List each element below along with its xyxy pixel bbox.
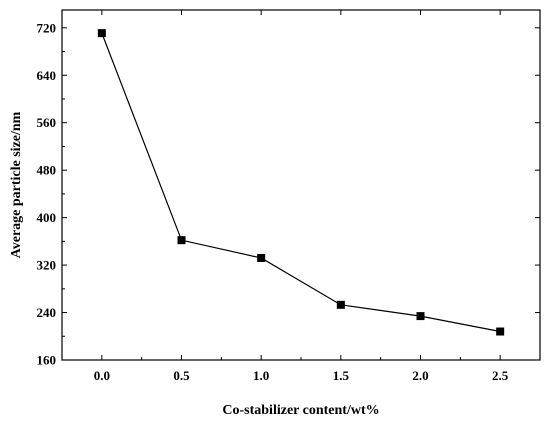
y-axis-title: Average particle size/nm [9,111,24,258]
x-tick-label: 1.5 [333,368,350,383]
data-point [336,300,345,309]
y-tick-label: 240 [37,305,57,320]
y-tick-label: 320 [37,258,57,273]
x-tick-label: 2.5 [492,368,509,383]
x-tick-label: 1.0 [253,368,269,383]
y-tick-label: 480 [37,163,57,178]
data-point [257,253,266,262]
x-tick-label: 0.0 [94,368,110,383]
y-tick-label: 400 [37,210,57,225]
series-line [101,32,501,333]
series-markers [97,29,505,336]
y-tick-label: 160 [37,353,57,368]
data-point [496,327,505,336]
y-axis-ticks: 160 240 320 400 480 560 640 720 [37,20,540,368]
x-tick-label: 0.5 [173,368,190,383]
data-point [416,312,425,321]
y-tick-label: 560 [37,115,57,130]
x-tick-label: 2.0 [412,368,428,383]
y-tick-label: 640 [37,68,57,83]
data-point [97,29,106,38]
data-point [177,236,186,245]
y-tick-label: 720 [37,20,57,35]
plot-frame [61,9,541,361]
x-axis-ticks: 0.0 0.5 1.0 1.5 2.0 2.5 [61,10,541,383]
x-axis-title: Co-stabilizer content/wt% [222,403,379,418]
